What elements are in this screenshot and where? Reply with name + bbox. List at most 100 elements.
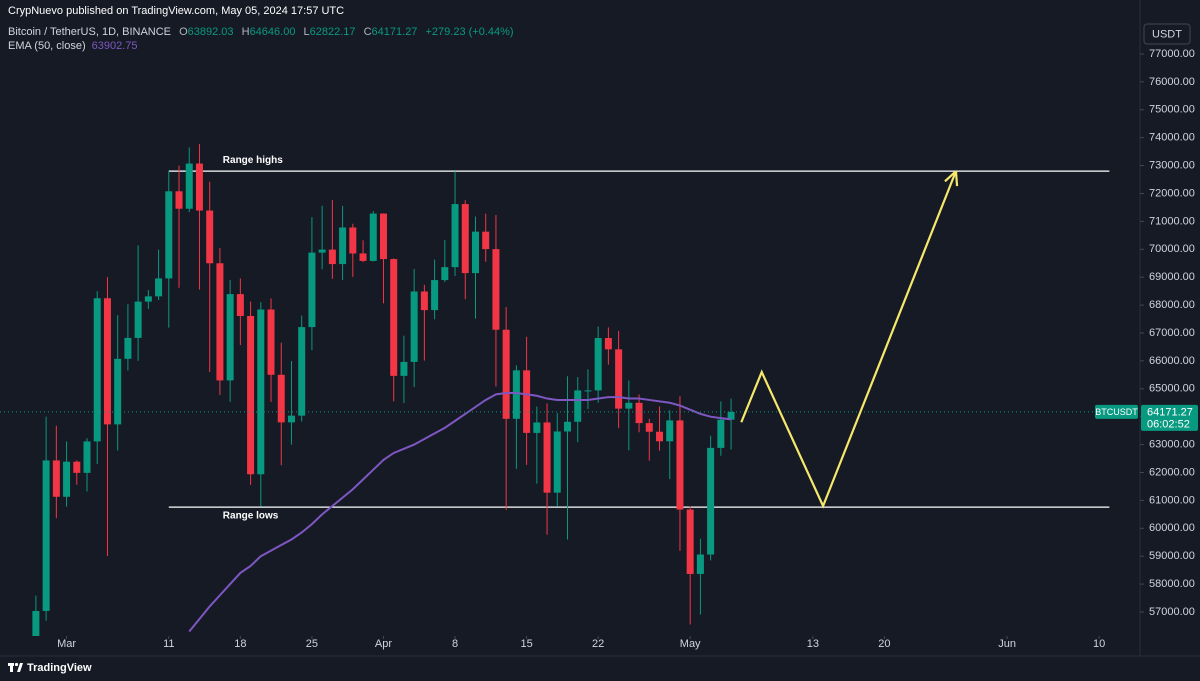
ema-name: EMA (50, close) xyxy=(8,40,86,52)
y-tick-label: 60000.00 xyxy=(1149,522,1195,534)
candle-body xyxy=(52,460,60,497)
candle-body xyxy=(155,278,163,297)
x-tick-label: Mar xyxy=(57,638,76,650)
ohlc-key: L xyxy=(303,26,310,38)
x-tick-label: 11 xyxy=(163,638,174,650)
candle-body xyxy=(584,390,592,392)
y-tick-label: 61000.00 xyxy=(1149,494,1195,506)
candle-body xyxy=(93,298,101,442)
candle-body xyxy=(134,301,142,338)
candle-body xyxy=(553,431,561,493)
candle-body xyxy=(604,338,612,350)
brand: TradingView xyxy=(27,662,92,674)
candle-body xyxy=(32,610,40,636)
ohlc-value: 64646.00 xyxy=(249,26,296,38)
candle-body xyxy=(114,358,122,425)
candle-body xyxy=(42,460,50,611)
y-tick-label: 75000.00 xyxy=(1149,104,1195,116)
x-tick-label: 15 xyxy=(520,638,532,650)
candle-body xyxy=(298,327,306,416)
candle-body xyxy=(247,315,255,475)
candle-body xyxy=(533,422,541,433)
candle-body xyxy=(564,421,571,432)
currency-box[interactable] xyxy=(1143,23,1191,45)
candle-body xyxy=(594,338,602,391)
candle-body xyxy=(390,259,398,376)
symbol: Bitcoin / TetherUS, 1D, BINANCE xyxy=(8,26,172,38)
candle-body xyxy=(369,213,377,261)
x-tick-label: 13 xyxy=(807,638,819,650)
arrow-head xyxy=(954,171,959,187)
candle-body xyxy=(63,461,71,497)
y-tick-label: 71000.00 xyxy=(1149,215,1195,227)
candle-body xyxy=(420,291,428,311)
projection-path xyxy=(740,170,958,509)
x-tick-label: May xyxy=(680,638,701,650)
candle-body xyxy=(216,263,224,381)
arrow-head xyxy=(944,170,957,183)
candle-body xyxy=(645,423,653,432)
logo xyxy=(8,662,23,672)
legend: CrypNuevo published on TradingView.com, … xyxy=(8,5,514,54)
published: CrypNuevo published on TradingView.com, … xyxy=(8,5,345,17)
y-tick-label: 68000.00 xyxy=(1149,299,1195,311)
y-tick-label: 76000.00 xyxy=(1149,76,1195,88)
x-tick-label: 25 xyxy=(306,638,318,650)
candle-body xyxy=(615,349,623,409)
candle-body xyxy=(543,422,551,493)
candle-body xyxy=(185,163,193,209)
x-tick-label: Apr xyxy=(375,638,392,650)
y-tick-label: 72000.00 xyxy=(1149,187,1195,199)
candle-body xyxy=(492,249,500,330)
candle-body xyxy=(277,374,285,423)
candle-body xyxy=(206,210,214,264)
y-tick-label: 73000.00 xyxy=(1149,159,1195,171)
candle-body xyxy=(124,337,132,359)
candle-body xyxy=(236,294,244,316)
symbol-legend: Bitcoin / TetherUS, 1D, BINANCE O63892.0… xyxy=(8,26,514,39)
candle-body xyxy=(502,329,510,419)
candle-body xyxy=(73,461,81,473)
candle-body xyxy=(686,509,694,574)
countdown: 06:02:52 xyxy=(1147,418,1190,430)
candle-body xyxy=(400,361,408,376)
price-pane: Range highs Range lows xyxy=(0,143,1140,636)
candle-body xyxy=(144,296,152,302)
symbol-label: BTCUSDT xyxy=(1095,407,1138,417)
y-tick-label: 57000.00 xyxy=(1149,606,1195,618)
currency[interactable]: USDT xyxy=(1152,28,1182,40)
candle-body xyxy=(165,191,173,279)
candle-body xyxy=(574,390,582,422)
ohlc-key: C xyxy=(363,26,372,38)
x-tick-label: 10 xyxy=(1093,638,1105,650)
x-tick-label: 18 xyxy=(234,638,246,650)
candle-body xyxy=(625,402,633,409)
candle-body xyxy=(410,291,418,362)
ohlc-key: O xyxy=(179,26,188,38)
candle-body xyxy=(635,402,643,424)
change: +279.23 (+0.44%) xyxy=(425,26,514,38)
y-tick-label: 70000.00 xyxy=(1149,243,1195,255)
range-label: Range lows xyxy=(223,511,279,522)
candle-body xyxy=(482,231,490,250)
price-label: 64171.27 xyxy=(1147,406,1193,418)
candle-body xyxy=(512,370,520,419)
candle-body xyxy=(226,294,234,381)
candle-body xyxy=(707,447,715,555)
x-tick-label: Jun xyxy=(998,638,1016,650)
candle-body xyxy=(676,420,684,510)
candle-body xyxy=(349,227,357,254)
y-tick-label: 77000.00 xyxy=(1149,48,1195,60)
candle-body xyxy=(339,227,347,265)
ohlc-value: 63892.03 xyxy=(187,26,234,38)
y-tick-label: 74000.00 xyxy=(1149,132,1195,144)
y-tick-label: 66000.00 xyxy=(1149,355,1195,367)
candle-body xyxy=(451,204,459,268)
y-tick-label: 62000.00 xyxy=(1149,466,1195,478)
candle-body xyxy=(318,249,326,253)
ema-legend: EMA (50, close) 63902.75 xyxy=(8,40,514,53)
candle-body xyxy=(717,419,725,448)
candle-body xyxy=(359,253,367,261)
x-tick-label: 22 xyxy=(592,638,604,650)
